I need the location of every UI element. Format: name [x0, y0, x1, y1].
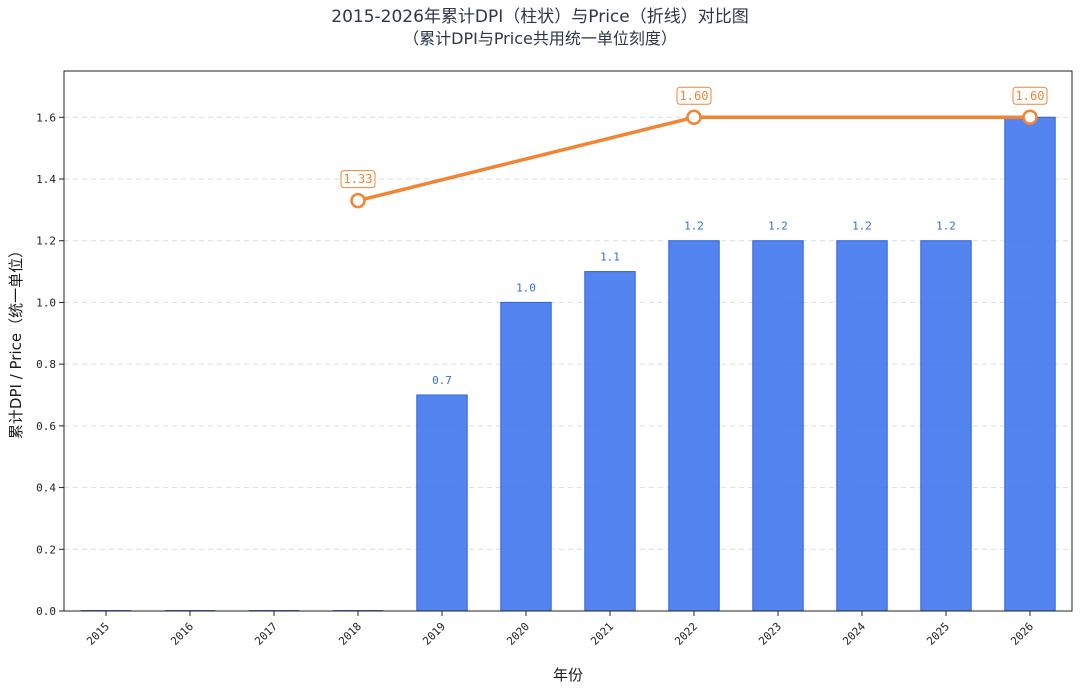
price-value-label: 1.60: [680, 89, 709, 103]
bar-series: [80, 116, 1056, 612]
price-value-label: 1.60: [1016, 89, 1045, 103]
bar-2022: [668, 240, 720, 612]
x-tick-label: 2020: [504, 620, 532, 648]
price-value-label: 1.33: [344, 172, 373, 186]
chart-title: 2015-2026年累计DPI（柱状）与Price（折线）对比图: [331, 7, 749, 27]
bar-labels: 0.7 1.0 1.1 1.2 1.2 1.2 1.2: [432, 220, 956, 387]
bar-2021: [584, 271, 636, 612]
x-tick-label: 2017: [252, 620, 280, 648]
price-line: [357, 115, 1030, 203]
plot-frame: [63, 70, 1073, 612]
price-point-2026: [1022, 109, 1038, 126]
price-label-box: [340, 170, 376, 189]
x-tick-label: 2025: [924, 620, 952, 648]
bar-value-label: 1.0: [516, 281, 536, 294]
x-tick-label: 2019: [420, 620, 448, 648]
bar-value-label: 1.2: [768, 220, 788, 233]
x-tick-label: 2024: [840, 620, 868, 648]
bar-value-label: 0.7: [432, 374, 452, 387]
bar-2019: [416, 394, 468, 612]
y-tick-label: 1.6: [36, 111, 56, 124]
price-point-2022: [686, 109, 702, 126]
bar-2024: [836, 240, 888, 612]
y-ticks: 0.0 0.2 0.4 0.6 0.8 1.0 1.2 1.4 1.6: [36, 111, 64, 618]
bar-value-label: 1.1: [600, 251, 620, 264]
x-tick-label: 2026: [1008, 620, 1036, 648]
x-tick-label: 2022: [672, 620, 700, 648]
chart-title-block: 2015-2026年累计DPI（柱状）与Price（折线）对比图 （累计DPI与…: [0, 6, 1080, 50]
y-tick-label: 1.0: [36, 296, 56, 309]
chart-subtitle: （累计DPI与Price共用统一单位刻度）: [403, 29, 677, 48]
bar-2025: [920, 240, 972, 612]
bar-value-label: 1.2: [852, 220, 872, 233]
x-axis-label: 年份: [553, 666, 583, 684]
price-point-2018: [350, 192, 366, 209]
x-tick-label: 2021: [588, 620, 616, 648]
y-tick-label: 0.2: [36, 543, 56, 556]
price-line-series: 1.33 1.60 1.60: [340, 86, 1048, 209]
price-label-box: [1012, 86, 1048, 105]
bar-2020: [500, 301, 552, 612]
y-tick-label: 0.0: [36, 605, 56, 618]
bar-value-label: 1.2: [684, 220, 704, 233]
y-tick-label: 0.6: [36, 420, 56, 433]
bar-2026: [1004, 116, 1056, 612]
y-axis-label: 累计DPI / Price（统一单位）: [7, 243, 25, 439]
x-ticks: 2015 2016 2017 2018 2019 2020 2021 2022 2023 2024…: [84, 611, 1036, 648]
bar-2023: [752, 240, 804, 612]
y-tick-label: 1.2: [36, 235, 56, 248]
y-tick-label: 0.8: [36, 358, 56, 371]
x-tick-label: 2023: [756, 620, 784, 648]
x-tick-label: 2018: [336, 620, 364, 648]
y-tick-label: 0.4: [36, 482, 56, 495]
x-tick-label: 2016: [168, 620, 196, 648]
bar-value-label: 1.2: [936, 220, 956, 233]
x-tick-label: 2015: [84, 620, 112, 648]
axes: [63, 70, 1073, 612]
price-label-box: [676, 86, 712, 105]
y-tick-label: 1.4: [36, 173, 56, 186]
